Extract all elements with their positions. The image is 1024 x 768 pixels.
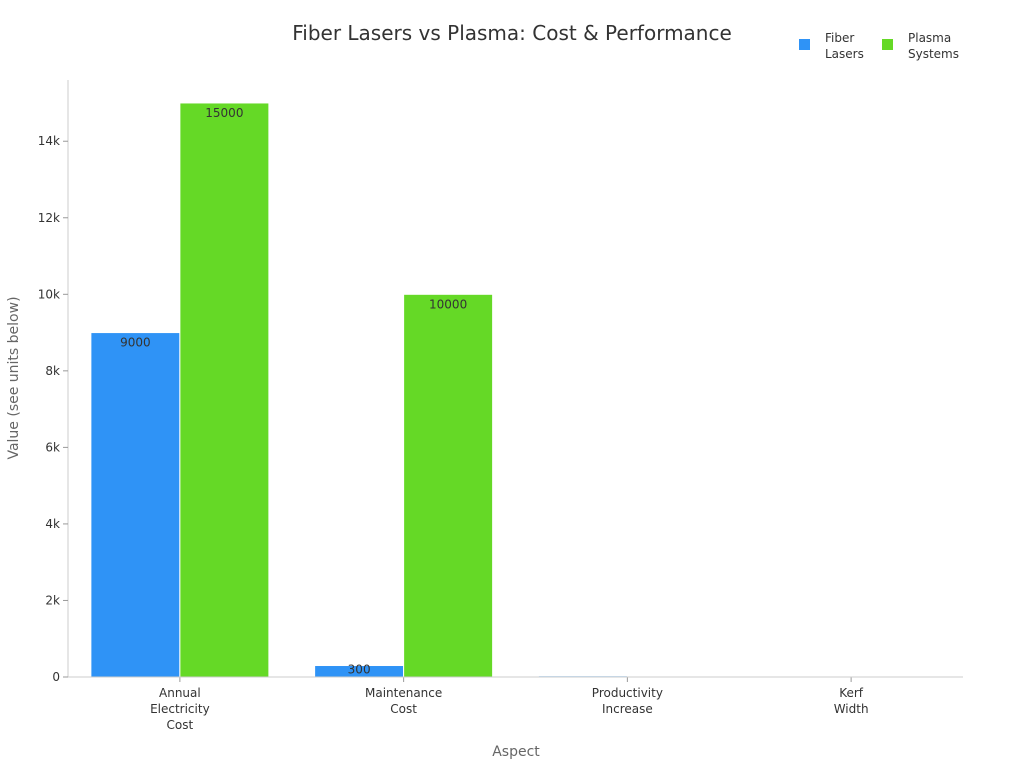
x-tick-label: Maintenance Cost: [365, 686, 442, 716]
legend-label: Plasma Systems: [908, 31, 959, 61]
y-tick-label: 12k: [38, 211, 60, 225]
y-tick-label: 0: [52, 670, 60, 684]
x-axis: Annual Electricity Cost Maintenance Cost Prod…: [68, 676, 963, 732]
y-tick-label: 4k: [45, 517, 60, 531]
legend-label: Fiber Lasers: [825, 31, 864, 61]
y-axis: 0 2k 4k 6k 8k 10k 12k 14k: [38, 80, 69, 684]
bar-plasma-0: [179, 102, 270, 678]
y-tick-label: 6k: [45, 440, 60, 454]
data-label: 10000: [429, 297, 467, 311]
y-tick-label: 10k: [38, 287, 60, 301]
y-tick-label: 2k: [45, 593, 60, 607]
y-axis-title: Value (see units below): [6, 296, 22, 459]
y-tick-label: 8k: [45, 364, 60, 378]
bar-plasma-1: [403, 293, 494, 678]
legend-swatch: [882, 39, 893, 50]
bar-fiber-0: [90, 332, 181, 678]
data-label: 15000: [205, 106, 243, 120]
chart-title: Fiber Lasers vs Plasma: Cost & Performan…: [292, 21, 732, 45]
x-tick-label: Productivity Increase: [592, 686, 663, 716]
x-tick-label: Annual Electricity Cost: [150, 686, 210, 732]
bars: 9000 15000 300 10000: [90, 102, 852, 678]
x-tick-label: Kerf Width: [834, 686, 869, 716]
data-label: 300: [348, 662, 371, 676]
legend: Fiber Lasers Plasma Systems: [799, 31, 959, 61]
data-label: 9000: [120, 336, 151, 350]
legend-swatch: [799, 39, 810, 50]
y-tick-label: 14k: [38, 134, 60, 148]
x-axis-title: Aspect: [492, 744, 540, 760]
